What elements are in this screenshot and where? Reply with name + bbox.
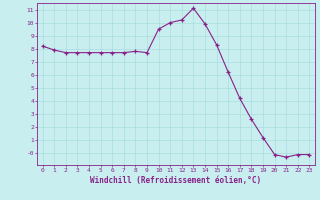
X-axis label: Windchill (Refroidissement éolien,°C): Windchill (Refroidissement éolien,°C) xyxy=(91,176,261,185)
